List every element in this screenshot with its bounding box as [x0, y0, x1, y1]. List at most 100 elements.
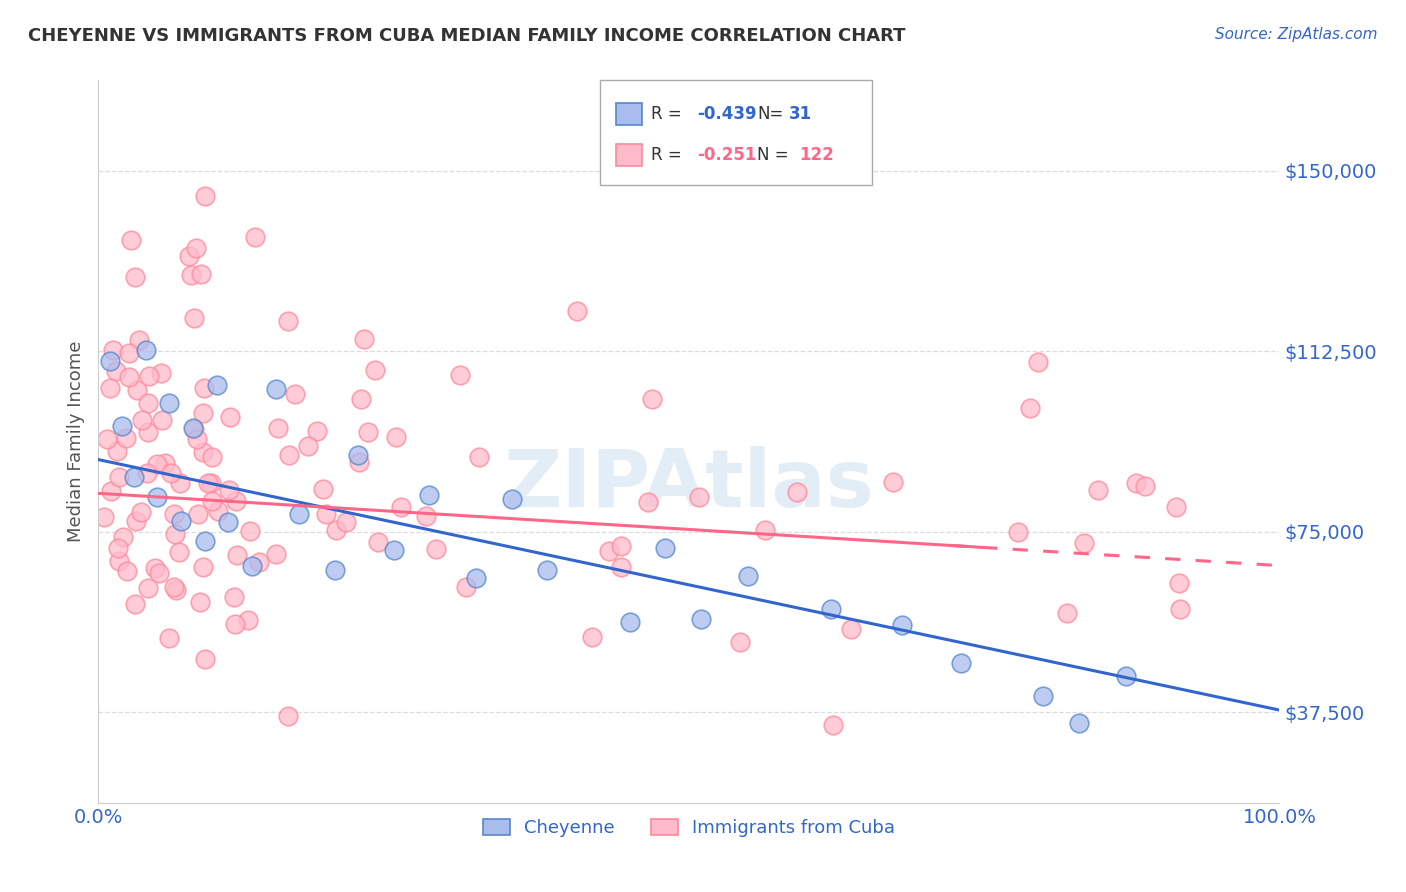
Point	[183, 422, 205, 436]
Point	[150, 413, 173, 427]
Text: R =: R =	[651, 105, 688, 123]
Point	[111, 419, 134, 434]
Point	[689, 612, 711, 626]
Point	[105, 444, 128, 458]
Point	[737, 569, 759, 583]
Point	[122, 470, 145, 484]
Point	[100, 483, 122, 498]
Point	[190, 267, 212, 281]
Text: N=: N=	[758, 105, 783, 123]
Point	[357, 425, 380, 440]
Point	[239, 524, 262, 538]
Point	[347, 455, 370, 469]
Point	[118, 369, 141, 384]
Point	[163, 580, 186, 594]
Point	[187, 507, 209, 521]
Point	[118, 346, 141, 360]
Point	[1007, 524, 1029, 539]
Point	[186, 241, 208, 255]
Text: -0.439: -0.439	[697, 105, 756, 123]
Point	[201, 450, 224, 465]
Point	[247, 555, 270, 569]
Point	[264, 382, 287, 396]
Point	[148, 566, 170, 580]
Point	[1168, 602, 1191, 616]
Point	[101, 343, 124, 358]
Point	[389, 500, 412, 515]
Point	[1164, 500, 1187, 514]
Point	[637, 495, 659, 509]
Point	[240, 559, 263, 574]
Point	[193, 652, 215, 666]
Point	[754, 523, 776, 537]
Point	[384, 430, 406, 444]
Point	[820, 602, 842, 616]
Point	[135, 467, 157, 481]
Point	[1056, 607, 1078, 621]
Point	[217, 516, 239, 530]
Point	[264, 547, 287, 561]
Text: -0.251: -0.251	[697, 145, 756, 164]
Point	[165, 527, 187, 541]
Point	[641, 392, 664, 407]
Point	[454, 581, 477, 595]
Point	[193, 406, 215, 420]
Point	[307, 424, 329, 438]
Point	[107, 541, 129, 555]
Point	[243, 229, 266, 244]
Point	[124, 597, 146, 611]
Point	[415, 508, 437, 523]
Point	[108, 554, 131, 568]
Point	[786, 484, 808, 499]
Point	[96, 432, 118, 446]
Point	[93, 510, 115, 524]
Point	[207, 504, 229, 518]
Point	[382, 542, 405, 557]
Point	[353, 332, 375, 346]
Point	[150, 366, 173, 380]
Point	[297, 439, 319, 453]
FancyBboxPatch shape	[616, 103, 641, 125]
Point	[115, 431, 138, 445]
Point	[350, 392, 373, 407]
Point	[165, 582, 187, 597]
Point	[222, 591, 245, 605]
Text: ZIPAtlas: ZIPAtlas	[503, 446, 875, 524]
Point	[347, 448, 370, 462]
Point	[284, 387, 307, 401]
Point	[418, 488, 440, 502]
Point	[236, 613, 259, 627]
Point	[167, 544, 190, 558]
Point	[839, 622, 862, 636]
Point	[136, 581, 159, 595]
Point	[145, 561, 167, 575]
Point	[194, 534, 217, 549]
Point	[169, 476, 191, 491]
Text: N =: N =	[758, 145, 789, 164]
Point	[882, 475, 904, 490]
Point	[180, 268, 202, 282]
Point	[610, 540, 633, 554]
Point	[205, 378, 228, 392]
Point	[224, 617, 246, 632]
Text: Source: ZipAtlas.com: Source: ZipAtlas.com	[1215, 27, 1378, 42]
Point	[609, 560, 631, 574]
Point	[821, 717, 844, 731]
Point	[449, 368, 471, 382]
Text: CHEYENNE VS IMMIGRANTS FROM CUBA MEDIAN FAMILY INCOME CORRELATION CHART: CHEYENNE VS IMMIGRANTS FROM CUBA MEDIAN …	[28, 27, 905, 45]
Point	[218, 483, 240, 498]
Point	[581, 631, 603, 645]
Point	[267, 420, 290, 434]
Point	[598, 544, 620, 558]
Point	[160, 466, 183, 480]
Point	[194, 188, 217, 202]
Point	[315, 507, 337, 521]
Point	[146, 458, 169, 472]
Point	[277, 448, 299, 462]
Point	[98, 380, 121, 394]
Legend: Cheyenne, Immigrants from Cuba: Cheyenne, Immigrants from Cuba	[475, 812, 903, 845]
Point	[1125, 476, 1147, 491]
Point	[188, 594, 211, 608]
Point	[153, 456, 176, 470]
Y-axis label: Median Family Income: Median Family Income	[66, 341, 84, 542]
